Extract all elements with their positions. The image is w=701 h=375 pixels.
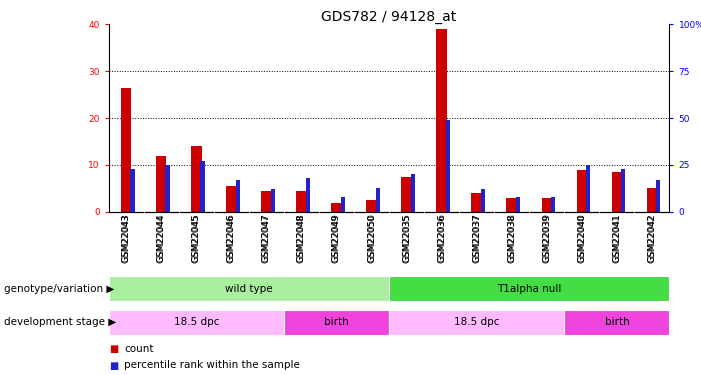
Text: birth: birth [324,317,349,327]
Bar [297,191,307,212]
Text: birth: birth [604,317,629,327]
Bar [481,189,485,212]
Bar [376,188,380,212]
Text: wild type: wild type [225,284,273,294]
Text: GSM22045: GSM22045 [192,214,200,263]
Text: T1alpha null: T1alpha null [497,284,562,294]
Text: GSM22038: GSM22038 [508,214,516,263]
Bar [586,165,590,212]
Bar [506,198,517,212]
Bar [306,178,310,212]
Bar [236,180,240,212]
Bar [109,276,389,301]
Text: GSM22039: GSM22039 [543,214,551,263]
Text: GSM22041: GSM22041 [613,214,621,263]
Bar [156,156,167,212]
Bar [564,310,669,334]
Bar [621,169,625,212]
Bar [341,197,345,212]
Bar [411,174,415,212]
Text: percentile rank within the sample: percentile rank within the sample [124,360,300,370]
Text: GSM22040: GSM22040 [578,214,586,263]
Bar [191,146,202,212]
Text: GSM22042: GSM22042 [648,214,656,262]
Text: ■: ■ [109,344,118,354]
Bar [611,172,622,212]
Bar [436,29,447,212]
Bar [389,310,564,334]
Text: GSM22036: GSM22036 [437,214,446,263]
Text: GSM22048: GSM22048 [297,214,306,263]
Bar [389,276,669,301]
Bar [200,161,205,212]
Text: GSM22037: GSM22037 [472,214,481,263]
Text: ■: ■ [109,360,118,370]
Text: GDS782 / 94128_at: GDS782 / 94128_at [322,10,456,24]
Text: genotype/variation ▶: genotype/variation ▶ [4,284,114,294]
Text: development stage ▶: development stage ▶ [4,317,116,327]
Bar [165,165,170,212]
Bar [366,200,377,212]
Text: GSM22043: GSM22043 [122,214,130,263]
Text: GSM22046: GSM22046 [227,214,236,263]
Bar [109,310,284,334]
Bar [226,186,236,212]
Text: GSM22049: GSM22049 [332,214,341,263]
Bar [261,191,272,212]
Text: GSM22044: GSM22044 [157,214,165,262]
Text: count: count [124,344,154,354]
Bar [271,189,275,212]
Text: 18.5 dpc: 18.5 dpc [174,317,219,327]
Text: GSM22035: GSM22035 [402,214,411,263]
Text: GSM22050: GSM22050 [367,214,376,263]
Bar [471,193,482,212]
Bar [551,197,555,212]
Bar [516,197,520,212]
Bar [542,198,552,212]
Bar [646,188,657,212]
Text: 18.5 dpc: 18.5 dpc [454,317,499,327]
Bar [656,180,660,212]
Bar [401,177,412,212]
Bar [446,120,450,212]
Text: GSM22047: GSM22047 [262,214,271,263]
Bar [130,169,135,212]
Bar [576,170,587,212]
Bar [121,88,132,212]
Bar [331,202,341,212]
Bar [284,310,389,334]
